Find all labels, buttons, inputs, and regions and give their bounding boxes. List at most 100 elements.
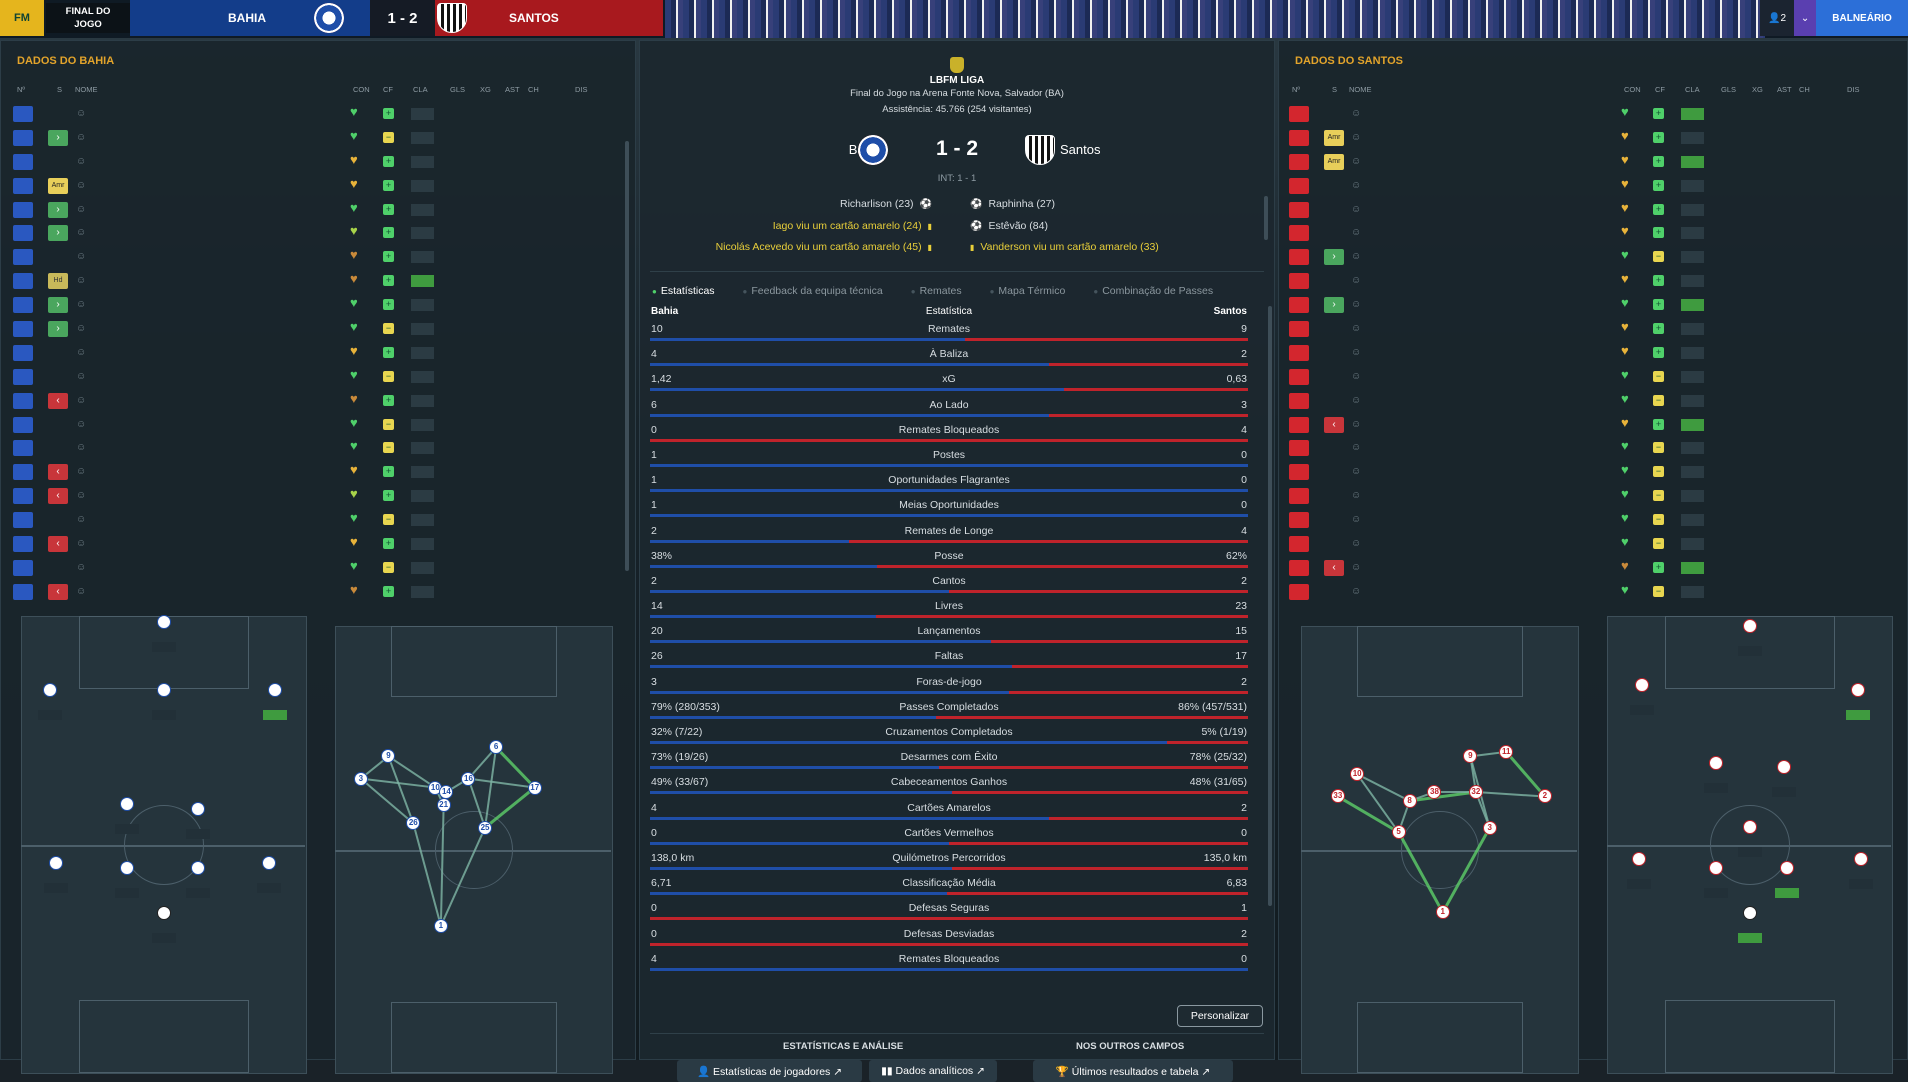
- notification-badge[interactable]: 👤2: [1768, 12, 1787, 24]
- player-marker[interactable]: [1850, 682, 1865, 697]
- network-node[interactable]: 26: [406, 816, 421, 831]
- table-row[interactable]: ☺ ♥ −: [1289, 436, 1887, 460]
- table-row[interactable]: ‹ ☺ ♥ +: [13, 580, 615, 604]
- col-fitness[interactable]: CF: [1655, 85, 1665, 94]
- col-chances[interactable]: CH: [528, 85, 539, 94]
- chevron-down-icon[interactable]: ⌄: [1794, 0, 1817, 36]
- table-row[interactable]: ☺ ♥ −: [1289, 389, 1887, 413]
- table-row[interactable]: › ☺ ♥ −: [1289, 245, 1887, 269]
- table-row[interactable]: › ☺ ♥ −: [13, 126, 615, 150]
- col-status[interactable]: S: [57, 85, 63, 94]
- table-row[interactable]: ☺ ♥ +: [1289, 198, 1887, 222]
- col-assists[interactable]: AST: [1777, 85, 1792, 94]
- table-row[interactable]: › ☺ ♥ +: [13, 221, 615, 245]
- player-marker[interactable]: [1635, 678, 1650, 693]
- table-row[interactable]: ☺ ♥ +: [1289, 341, 1887, 365]
- tab-2[interactable]: ● Remates: [911, 285, 976, 297]
- player-marker[interactable]: [157, 614, 171, 629]
- col-status[interactable]: S: [1332, 85, 1338, 94]
- table-row[interactable]: ☺ ♥ −: [13, 413, 615, 437]
- table-row[interactable]: ☺ ♥ −: [1289, 580, 1887, 604]
- table-row[interactable]: › ☺ ♥ +: [13, 293, 615, 317]
- customize-button[interactable]: Personalizar: [1177, 1005, 1263, 1027]
- table-row[interactable]: ☺ ♥ −: [1289, 508, 1887, 532]
- network-node[interactable]: 16: [461, 771, 476, 786]
- network-node[interactable]: 3: [353, 771, 368, 786]
- table-row[interactable]: ☺ ♥ +: [13, 341, 615, 365]
- player-marker[interactable]: [267, 682, 282, 697]
- col-distance[interactable]: DIS: [575, 85, 588, 94]
- player-marker[interactable]: [43, 682, 58, 697]
- table-row[interactable]: ☺ ♥ −: [13, 556, 615, 580]
- table-row[interactable]: ☺ ♥ −: [1289, 484, 1887, 508]
- table-row[interactable]: ☺ ♥ −: [1289, 460, 1887, 484]
- player-marker[interactable]: [1853, 851, 1868, 866]
- table-row[interactable]: ☺ ♥ +: [1289, 174, 1887, 198]
- table-row[interactable]: › ☺ ♥ +: [13, 198, 615, 222]
- latest-results-button[interactable]: 🏆 Últimos resultados e tabela ↗: [1033, 1060, 1233, 1082]
- col-rating[interactable]: CLA: [1685, 85, 1700, 94]
- network-node[interactable]: 5: [1391, 825, 1406, 840]
- player-marker[interactable]: [262, 856, 277, 871]
- network-node[interactable]: 38: [1427, 785, 1442, 800]
- network-node[interactable]: 9: [1463, 749, 1478, 764]
- col-distance[interactable]: DIS: [1847, 85, 1860, 94]
- col-rating[interactable]: CLA: [413, 85, 428, 94]
- network-node[interactable]: 1: [1435, 905, 1450, 920]
- table-row[interactable]: ‹ ☺ ♥ +: [13, 389, 615, 413]
- away-team-banner[interactable]: SANTOS: [435, 0, 663, 36]
- tab-0[interactable]: ● Estatísticas: [652, 285, 729, 297]
- col-goals[interactable]: GLS: [450, 85, 466, 94]
- col-xg[interactable]: XG: [1752, 85, 1763, 94]
- network-node[interactable]: 32: [1468, 785, 1483, 800]
- analytics-data-button[interactable]: ▮▮ Dados analíticos ↗: [869, 1060, 997, 1082]
- player-marker[interactable]: [157, 682, 171, 697]
- player-marker[interactable]: [191, 801, 206, 816]
- dressing-room-button[interactable]: BALNEÁRIO: [1816, 0, 1908, 36]
- network-node[interactable]: 9: [381, 749, 396, 764]
- col-assists[interactable]: AST: [505, 85, 520, 94]
- player-marker[interactable]: [157, 906, 171, 921]
- player-marker[interactable]: [120, 796, 135, 811]
- table-row[interactable]: ‹ ☺ ♥ +: [13, 532, 615, 556]
- scrollbar[interactable]: [625, 141, 629, 571]
- tab-1[interactable]: ● Feedback da equipa técnica: [743, 285, 897, 297]
- scrollbar[interactable]: [1264, 196, 1268, 240]
- network-node[interactable]: 17: [527, 780, 542, 795]
- player-marker[interactable]: [1777, 760, 1792, 775]
- table-row[interactable]: ☺ ♥ −: [1289, 532, 1887, 556]
- player-stats-button[interactable]: 👤 Estatísticas de jogadores ↗: [677, 1060, 862, 1082]
- table-row[interactable]: › ☺ ♥ −: [13, 317, 615, 341]
- table-row[interactable]: ☺ ♥ −: [13, 365, 615, 389]
- col-chances[interactable]: CH: [1799, 85, 1810, 94]
- table-row[interactable]: ☺ ♥ +: [13, 245, 615, 269]
- tab-3[interactable]: ● Mapa Térmico: [990, 285, 1080, 297]
- network-node[interactable]: 3: [1482, 820, 1497, 835]
- col-xg[interactable]: XG: [480, 85, 491, 94]
- table-row[interactable]: Amr ☺ ♥ +: [1289, 150, 1887, 174]
- scrollbar[interactable]: [1268, 306, 1272, 906]
- table-row[interactable]: ☺ ♥ +: [13, 102, 615, 126]
- player-marker[interactable]: [191, 860, 206, 875]
- player-marker[interactable]: [1632, 851, 1647, 866]
- player-marker[interactable]: [1743, 619, 1757, 634]
- tab-4[interactable]: ● Combinação de Passes: [1093, 285, 1227, 297]
- table-row[interactable]: ‹ ☺ ♥ +: [1289, 556, 1887, 580]
- network-node[interactable]: 1: [433, 918, 448, 933]
- table-row[interactable]: ☺ ♥ −: [13, 436, 615, 460]
- network-node[interactable]: 6: [489, 740, 504, 755]
- col-fitness[interactable]: CF: [383, 85, 393, 94]
- table-row[interactable]: ☺ ♥ +: [13, 150, 615, 174]
- col-condition[interactable]: CON: [1624, 85, 1641, 94]
- table-row[interactable]: ☺ ♥ +: [1289, 317, 1887, 341]
- table-row[interactable]: Hd ☺ ♥ +: [13, 269, 615, 293]
- col-condition[interactable]: CON: [353, 85, 370, 94]
- col-number[interactable]: Nº: [1292, 85, 1301, 94]
- network-node[interactable]: 33: [1330, 789, 1345, 804]
- network-node[interactable]: 21: [436, 798, 451, 813]
- player-marker[interactable]: [1779, 860, 1794, 875]
- network-node[interactable]: 10: [428, 780, 443, 795]
- player-marker[interactable]: [1708, 755, 1723, 770]
- network-node[interactable]: 10: [1350, 767, 1365, 782]
- player-marker[interactable]: [1743, 819, 1757, 834]
